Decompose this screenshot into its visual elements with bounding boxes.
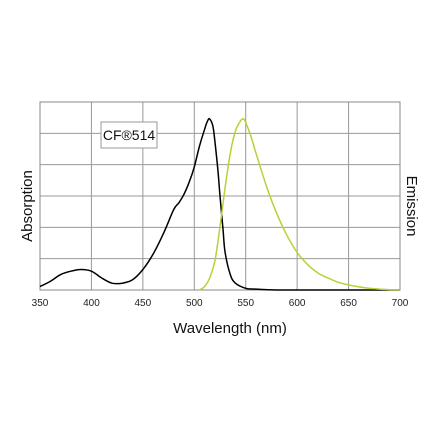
x-tick-label: 650 [340,298,357,309]
y-axis-title-left: Absorption [19,170,36,242]
dye-label-frame [100,121,158,149]
x-tick-label: 550 [237,298,254,309]
x-tick-label: 500 [186,298,203,309]
dye-label: CF®514 [103,127,156,143]
series-layer [39,117,401,291]
x-tick-label: 400 [83,298,100,309]
plot-border [39,101,401,291]
x-axis-title: Wavelength (nm) [173,320,287,337]
emission-series-line [198,118,401,291]
x-tick-labels: 350 400 450 500 550 600 650 700 [32,298,409,309]
absorption-series-line [39,117,400,291]
x-tick-label: 450 [135,298,152,309]
x-tick-label: 600 [289,298,306,309]
y-axis-title-right: Emission [403,176,420,237]
x-tick-label: 350 [32,298,49,309]
x-tick-label: 700 [392,298,409,309]
dye-label-box: CF®514 [100,121,158,149]
